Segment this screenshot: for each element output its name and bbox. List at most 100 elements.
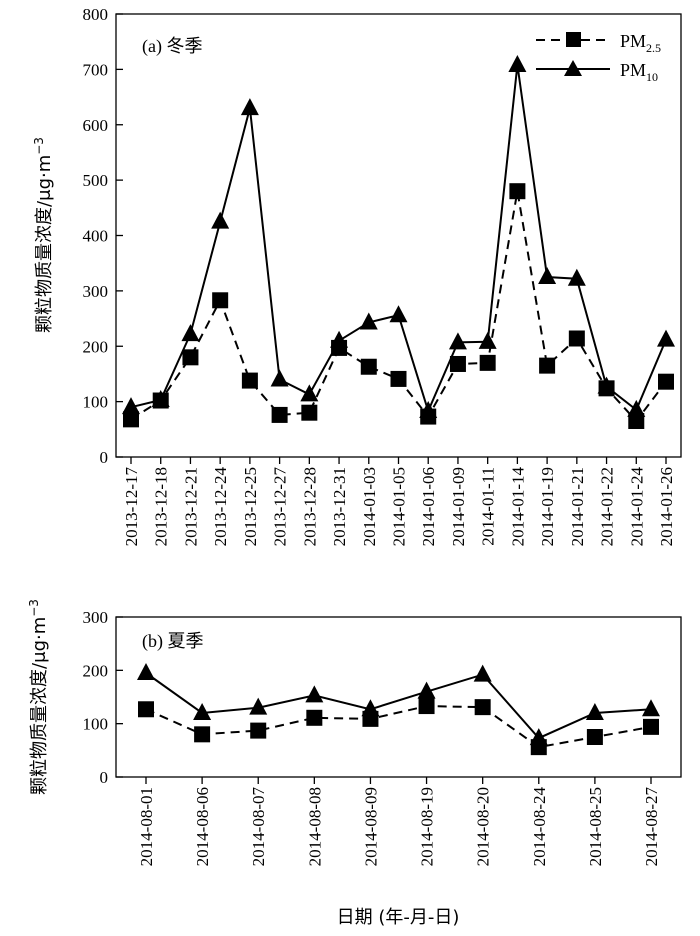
x-tick-label-0: 2013-12-28: [300, 467, 319, 546]
point-pm10-1: [642, 699, 660, 717]
point-pm10-0: [389, 305, 408, 323]
series-line-pm25-1: [145, 705, 652, 749]
y-tick-label-0: 700: [83, 60, 109, 79]
point-pm10-0: [181, 324, 200, 342]
x-tick-label-0: 2014-01-11: [479, 467, 498, 546]
point-pm25-1: [306, 709, 323, 726]
y-tick-label-0: 100: [83, 393, 109, 412]
x-tick-label-0: 2014-01-21: [568, 467, 587, 546]
x-tick-label-0: 2014-01-14: [508, 467, 527, 547]
point-pm25-0: [479, 354, 496, 371]
point-pm10-0: [627, 399, 646, 417]
x-tick-label-0: 2014-01-19: [538, 467, 557, 546]
point-pm10-1: [417, 681, 436, 699]
x-tick-label-1: 2014-08-01: [137, 787, 156, 866]
point-pm25-0: [360, 358, 377, 375]
point-pm25-0: [241, 372, 258, 389]
y-tick-label-0: 0: [100, 448, 109, 467]
point-pm25-0: [568, 330, 585, 347]
point-pm10-0: [211, 211, 230, 229]
plot-frame-winter: [115, 13, 682, 458]
legend-label-pm10: PM10: [620, 60, 658, 84]
point-pm10-0: [597, 376, 616, 394]
point-pm25-0: [301, 404, 318, 421]
x-tick-label-0: 2013-12-31: [330, 467, 349, 546]
y-tick-label-0: 400: [83, 227, 109, 246]
y-tick-label-0: 600: [83, 116, 109, 135]
legend-marker-pm10: [564, 60, 582, 76]
y-axis-title-winter: 颗粒物质量浓度/μg·m−3: [32, 137, 55, 333]
y-tick-label-0: 500: [83, 171, 109, 190]
y-tick-label-1: 300: [83, 608, 109, 627]
point-pm25-0: [123, 411, 139, 428]
y-axis-title-summer: 颗粒物质量浓度/μg·m−3: [27, 599, 50, 795]
point-pm10-0: [300, 384, 319, 402]
point-pm25-1: [194, 726, 211, 743]
x-tick-label-0: 2013-12-17: [122, 467, 141, 547]
x-tick-label-0: 2014-01-03: [360, 467, 379, 546]
x-tick-label-0: 2013-12-25: [241, 467, 260, 546]
x-tick-label-0: 2013-12-27: [271, 467, 290, 547]
point-pm10-0: [567, 268, 586, 286]
point-pm10-1: [473, 664, 492, 682]
legend-marker-pm25: [566, 32, 581, 47]
x-tick-label-1: 2014-08-20: [474, 787, 493, 866]
x-tick-label-0: 2013-12-21: [181, 467, 200, 546]
x-tick-label-0: 2014-01-06: [419, 467, 438, 546]
x-tick-label-0: 2014-01-09: [449, 467, 468, 546]
point-pm25-1: [418, 698, 435, 715]
point-pm25-0: [628, 413, 645, 430]
point-pm10-0: [478, 331, 497, 349]
point-pm10-1: [249, 697, 268, 715]
point-pm25-0: [658, 373, 674, 390]
point-pm10-1: [585, 703, 604, 720]
panel-summer: 0 100 200 300 2014-08-01 2014-08-06 2014-08-0…: [27, 599, 682, 928]
y-tick-label-0: 800: [83, 5, 109, 24]
x-tick-label-1: 2014-08-24: [530, 787, 549, 867]
plot-frame-summer: [115, 616, 682, 778]
point-pm10-0: [151, 389, 170, 407]
point-pm10-1: [529, 728, 548, 746]
y-tick-label-1: 200: [83, 661, 109, 680]
series-line-pm10-1: [145, 672, 652, 740]
point-pm10-0: [359, 312, 378, 330]
x-tick-label-1: 2014-08-19: [418, 787, 437, 866]
point-pm25-1: [586, 729, 603, 745]
x-tick-label-0: 2013-12-18: [152, 467, 171, 546]
x-tick-label-1: 2014-08-08: [305, 787, 324, 866]
series-line-pm10-0: [130, 64, 667, 414]
x-tick-label-1: 2014-08-06: [193, 787, 212, 866]
point-pm25-1: [643, 718, 659, 735]
point-pm10-0: [270, 369, 289, 387]
x-tick-label-1: 2014-08-09: [361, 787, 380, 866]
panel-label-summer: (b) 夏季: [142, 631, 204, 652]
x-tick-label-0: 2014-01-22: [598, 467, 617, 546]
point-pm25-0: [212, 292, 229, 309]
point-pm25-0: [509, 183, 526, 200]
point-pm25-0: [390, 370, 407, 387]
y-tick-label-1: 100: [83, 715, 109, 734]
x-axis-title: 日期 (年-月-日): [337, 907, 460, 928]
x-tick-label-0: 2014-01-05: [390, 467, 409, 546]
legend: PM2.5 PM10: [536, 31, 661, 84]
point-pm10-0: [419, 401, 438, 419]
x-tick-label-1: 2014-08-27: [642, 787, 661, 867]
point-pm25-0: [449, 355, 466, 372]
point-pm25-1: [474, 699, 491, 716]
point-pm10-0: [448, 332, 467, 350]
x-tick-label-0: 2013-12-24: [211, 467, 230, 547]
y-tick-label-0: 200: [83, 337, 109, 356]
point-pm10-0: [330, 330, 349, 348]
x-tick-label-0: 2014-01-26: [657, 467, 676, 546]
point-pm10-1: [305, 685, 324, 703]
y-tick-label-1: 0: [100, 768, 109, 787]
point-pm10-0: [657, 329, 675, 347]
point-pm10-1: [361, 699, 380, 717]
point-pm25-0: [271, 406, 288, 423]
point-pm10-0: [538, 267, 557, 285]
x-tick-label-0: 2014-01-24: [627, 467, 646, 547]
legend-label-pm25: PM2.5: [620, 31, 661, 55]
point-pm25-1: [138, 701, 154, 718]
point-pm10-0: [122, 397, 140, 415]
